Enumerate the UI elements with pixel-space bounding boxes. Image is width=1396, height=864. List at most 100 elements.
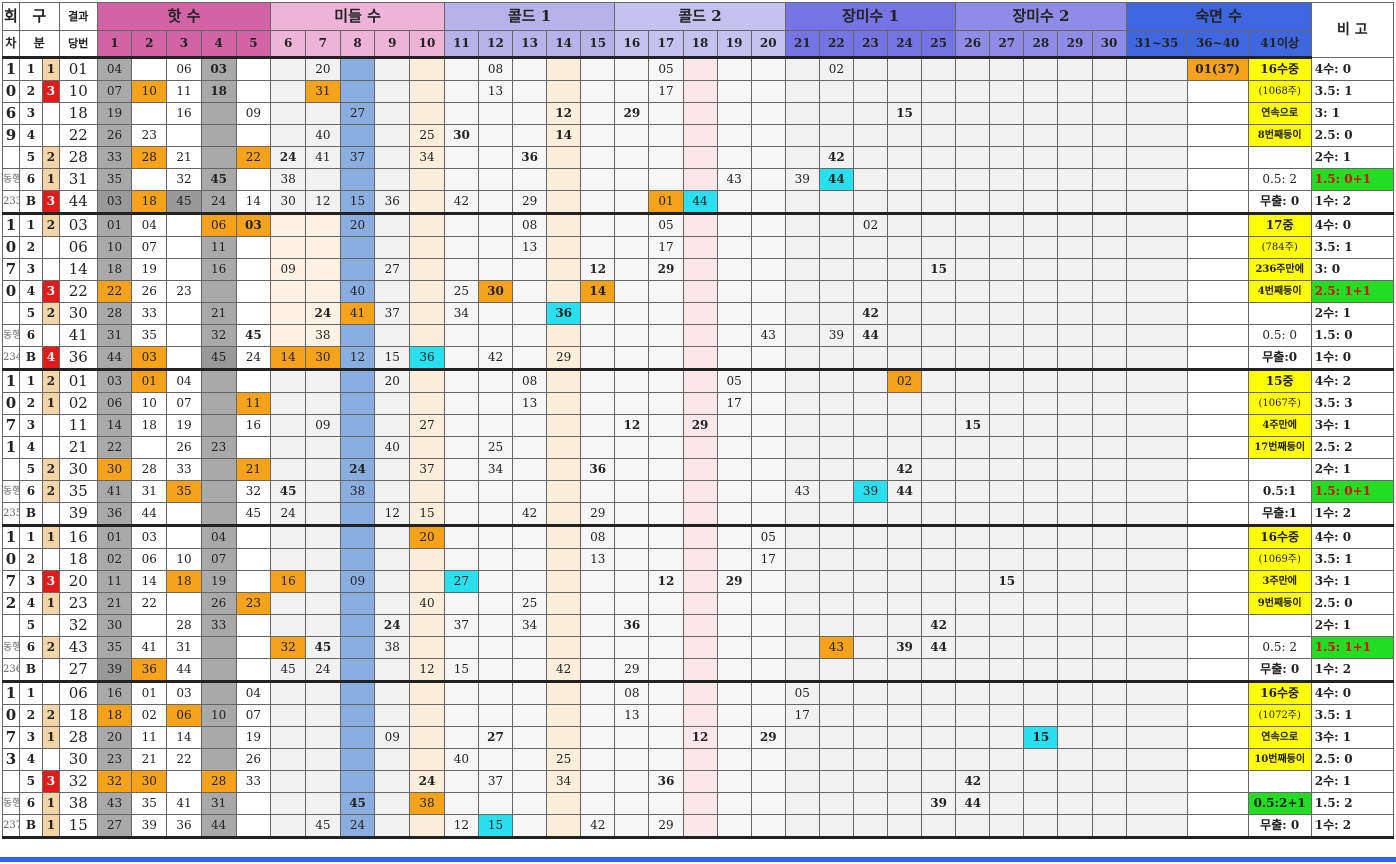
round-cell: 0: [2, 236, 20, 259]
number-cell-18: [682, 80, 718, 103]
number-cell-18: [682, 102, 718, 125]
header-number-1: 1: [96, 30, 133, 59]
number-cell-26: [955, 502, 991, 527]
number-cell-13: 13: [512, 392, 548, 415]
number-cell-5: [235, 570, 272, 593]
result-number: 27: [58, 658, 98, 683]
number-cell-26: 44: [955, 792, 991, 815]
round-cell: 235: [2, 502, 20, 527]
number-cell-14: [546, 592, 582, 615]
number-cell-27: [989, 168, 1025, 191]
number-cell-29: [1057, 124, 1093, 147]
data-row: 5 2 30 28 33 21 24 41 37 34 36 42 2수: 1: [2, 302, 1395, 325]
number-cell-15: [580, 614, 616, 637]
number-cell-19: [716, 502, 752, 527]
number-cell-13: [512, 525, 548, 549]
number-cell-29: [1057, 592, 1093, 615]
number-cell-6: 09: [270, 258, 306, 281]
sleep-31-35: [1125, 190, 1188, 215]
number-cell-29: [1057, 414, 1093, 437]
number-cell-3: 35: [166, 480, 202, 503]
number-cell-4: 45: [200, 346, 237, 371]
number-cell-21: [784, 502, 820, 527]
sleep-31-35: [1125, 636, 1188, 659]
number-cell-7: 24: [304, 658, 341, 683]
gubun-count: 3: [41, 280, 60, 303]
number-cell-21: 17: [784, 704, 820, 727]
number-cell-9: [374, 748, 411, 771]
round-cell: 7: [2, 258, 20, 281]
number-cell-27: [989, 280, 1025, 303]
number-cell-29: [1057, 302, 1093, 325]
header-sleep-col-2: 36~40: [1186, 30, 1249, 59]
number-cell-22: [818, 548, 854, 571]
sleep-36-40: [1186, 592, 1249, 615]
number-cell-20: 17: [750, 548, 786, 571]
number-cell-7: [304, 258, 341, 281]
gubun-index: B: [18, 814, 43, 839]
number-cell-11: [443, 792, 479, 815]
number-cell-9: 12: [374, 502, 411, 527]
number-cell-16: [614, 570, 650, 593]
data-row: 1 1 1 01 04 06 03 20 08 05 02 01(37) 16수중 4수: 0: [2, 57, 1395, 81]
sleep-31-35: [1125, 748, 1188, 771]
number-cell-9: [374, 525, 411, 549]
number-cell-23: [852, 346, 889, 371]
result-number: 36: [58, 346, 98, 371]
number-cell-17: [648, 592, 684, 615]
number-cell-30: [1091, 592, 1127, 615]
number-cell-9: [374, 814, 411, 839]
number-cell-24: [887, 436, 923, 459]
number-cell-16: 29: [614, 102, 650, 125]
round-cell: 동행: [2, 324, 20, 347]
data-row: 5 2 28 33 28 21 22 24 41 37 34 36 42 2수: 1: [2, 146, 1395, 169]
gubun-index: 1: [18, 57, 43, 81]
number-cell-24: [887, 302, 923, 325]
number-cell-13: [512, 704, 548, 727]
number-cell-3: [166, 124, 202, 147]
number-cell-6: 45: [270, 480, 306, 503]
number-cell-2: 44: [131, 502, 168, 527]
number-cell-24: [887, 213, 923, 237]
number-cell-10: [409, 168, 445, 191]
sleep-31-35: [1125, 792, 1188, 815]
number-cell-13: [512, 814, 548, 839]
bigo-note: 2수: 1: [1310, 614, 1395, 637]
number-cell-3: 19: [166, 414, 202, 437]
header-number-12: 12: [477, 30, 514, 59]
number-cell-4: 28: [200, 770, 237, 793]
number-cell-14: [546, 525, 582, 549]
number-cell-3: 16: [166, 102, 202, 125]
number-cell-6: [270, 726, 306, 749]
sleep-41-plus: 3주만에: [1247, 570, 1312, 593]
number-cell-1: 39: [96, 658, 133, 683]
result-number: 38: [58, 792, 98, 815]
number-cell-23: [852, 146, 889, 169]
number-cell-17: 05: [648, 57, 684, 81]
number-cell-26: [955, 704, 991, 727]
result-number: 30: [58, 458, 98, 481]
gubun-count: 2: [41, 369, 60, 393]
number-cell-16: [614, 190, 650, 215]
number-cell-3: 07: [166, 392, 202, 415]
number-cell-11: [443, 704, 479, 727]
number-cell-15: [580, 636, 616, 659]
result-number: 43: [58, 636, 98, 659]
number-cell-11: [443, 392, 479, 415]
number-cell-6: [270, 124, 306, 147]
number-cell-8: [339, 704, 376, 727]
number-cell-20: [750, 681, 786, 705]
sleep-36-40: [1186, 748, 1249, 771]
number-cell-11: [443, 636, 479, 659]
result-number: 20: [58, 570, 98, 593]
result-number: 39: [58, 502, 98, 527]
number-cell-9: 24: [374, 614, 411, 637]
number-cell-9: 36: [374, 190, 411, 215]
number-cell-4: [200, 480, 237, 503]
number-cell-18: [682, 748, 718, 771]
number-cell-8: 24: [339, 814, 376, 839]
number-cell-20: [750, 146, 786, 169]
gubun-count: 2: [41, 146, 60, 169]
number-cell-3: [166, 525, 202, 549]
